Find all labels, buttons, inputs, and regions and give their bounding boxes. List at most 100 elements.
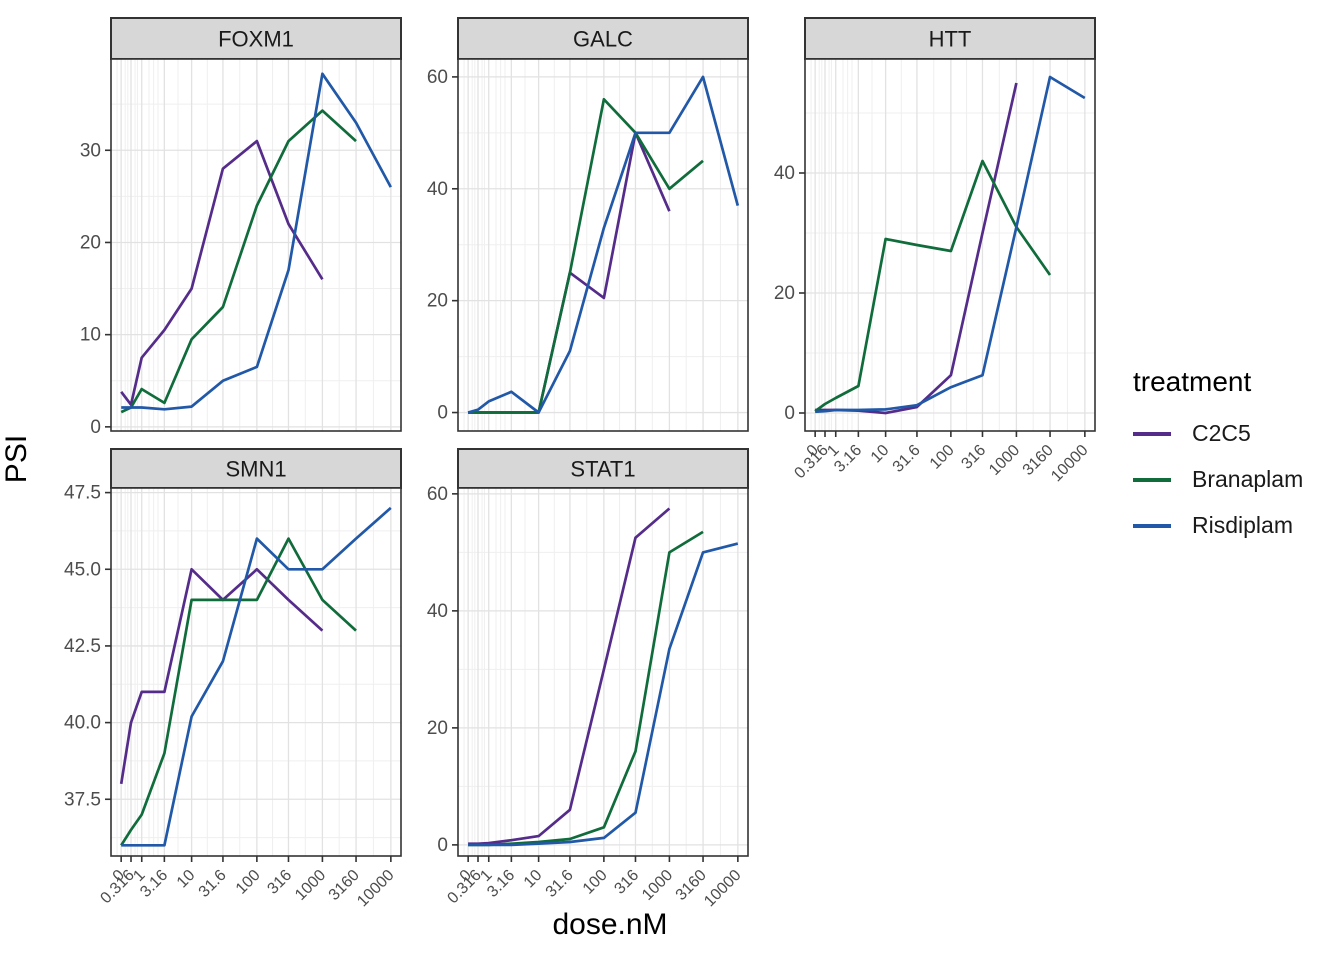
y-tick-label: 45.0 (64, 559, 101, 580)
facet-strip (457, 17, 749, 60)
facet-strip (110, 448, 402, 489)
legend-label: Risdiplam (1192, 512, 1293, 538)
y-tick-label: 40.0 (64, 713, 101, 734)
y-tick-label: 0 (437, 403, 448, 424)
series-line-C2C5 (468, 507, 671, 846)
series-line-Risdiplam (467, 75, 740, 414)
series-line-Branaplam (468, 97, 704, 414)
y-tick-label: 40 (774, 163, 795, 184)
minor-gridlines (805, 59, 1095, 431)
y-tick-label: 60 (427, 484, 448, 505)
y-tick-label: 20 (80, 232, 101, 253)
y-tick-label: 20 (427, 291, 448, 312)
panel-border (110, 487, 402, 857)
x-tick-label: 1000 (639, 867, 676, 904)
facet-GALC: GALC 0 20 40 60 (427, 17, 749, 432)
y-axis: 37.5 40.0 42.5 45.0 47.5 (64, 483, 111, 810)
panel-background (111, 488, 401, 856)
legend-item: Risdiplam (1133, 512, 1343, 538)
x-tick-label: 10 (174, 867, 199, 892)
series-line-Risdiplam (121, 506, 392, 847)
x-tick-label: 31.6 (890, 442, 924, 476)
legend-item: C2C5 (1133, 420, 1343, 446)
series-line-Branaplam (814, 159, 1052, 413)
major-gridlines (458, 59, 748, 431)
y-tick-label: 0 (437, 835, 448, 856)
y-tick-label: 20 (774, 283, 795, 304)
y-tick-label: 0 (90, 417, 101, 438)
legend-item: Branaplam (1133, 466, 1343, 492)
y-axis-title: PSI (0, 434, 33, 484)
panel-border (110, 58, 402, 432)
facet-title: GALC (573, 27, 633, 52)
y-tick-label: 10 (80, 325, 101, 346)
y-axis: 0 10 20 30 (80, 140, 111, 438)
y-axis: 0 20 40 60 (427, 67, 458, 424)
major-gridlines (111, 488, 401, 856)
x-tick-label: 3.16 (137, 867, 171, 901)
x-tick-label: 3.16 (484, 867, 518, 901)
y-tick-label: 60 (427, 67, 448, 88)
facet-title: FOXM1 (218, 27, 294, 52)
panel-border (804, 58, 1096, 432)
x-tick-label: 1000 (292, 867, 329, 904)
panel-border (457, 487, 749, 857)
x-tick-label: 10 (868, 442, 893, 467)
minor-gridlines (111, 59, 401, 431)
facet-strip (110, 17, 402, 60)
facet-strip (457, 448, 749, 489)
x-tick-label: 31.6 (543, 867, 577, 901)
panel-background (111, 59, 401, 431)
y-tick-label: 40 (427, 601, 448, 622)
series-line-C2C5 (120, 139, 324, 407)
x-tick-label: 10000 (1048, 442, 1092, 486)
x-tick-label: 100 (580, 867, 611, 898)
series-line-Risdiplam (468, 542, 739, 847)
legend-title: treatment (1133, 366, 1252, 397)
x-tick-label: 100 (233, 867, 264, 898)
facet-title: STAT1 (570, 457, 635, 482)
x-tick-label: 10000 (354, 867, 398, 911)
series-line-Risdiplam (121, 72, 392, 411)
x-tick-label: 316 (958, 442, 989, 473)
panel-background (805, 59, 1095, 431)
y-tick-label: 30 (80, 140, 101, 161)
y-tick-label: 42.5 (64, 636, 101, 657)
facet-title: HTT (929, 27, 972, 52)
panel-border (457, 58, 749, 432)
y-axis: 0 20 40 (774, 163, 805, 424)
x-tick-label: 3.16 (831, 442, 865, 476)
y-tick-label: 40 (427, 179, 448, 200)
x-tick-label: 316 (264, 867, 295, 898)
minor-gridlines (458, 59, 748, 431)
series-line-C2C5 (119, 567, 324, 785)
y-axis: 0 20 40 60 (427, 484, 458, 856)
legend-label: C2C5 (1192, 420, 1251, 446)
x-tick-label: 31.6 (196, 867, 230, 901)
y-tick-label: 47.5 (64, 483, 101, 504)
legend-line-swatch-branaplam (1133, 477, 1171, 482)
major-gridlines (111, 59, 401, 431)
series-line-Branaplam (120, 109, 357, 414)
y-tick-label: 0 (784, 403, 795, 424)
x-tick-label: 10 (521, 867, 546, 892)
series-line-Risdiplam (815, 75, 1086, 414)
legend-label: Branaplam (1192, 466, 1304, 492)
x-tick-label: 316 (611, 867, 642, 898)
legend-line-swatch-risdiplam (1133, 523, 1171, 528)
facet-title: SMN1 (225, 457, 286, 482)
y-tick-label: 37.5 (64, 789, 101, 810)
x-tick-label: 10000 (701, 867, 745, 911)
minor-gridlines (458, 488, 748, 856)
x-tick-label: 1000 (986, 442, 1023, 479)
facet-FOXM1: FOXM1 0 10 20 30 (80, 17, 402, 438)
legend: treatment C2C5 Branaplam Risdiplam (1133, 366, 1343, 560)
